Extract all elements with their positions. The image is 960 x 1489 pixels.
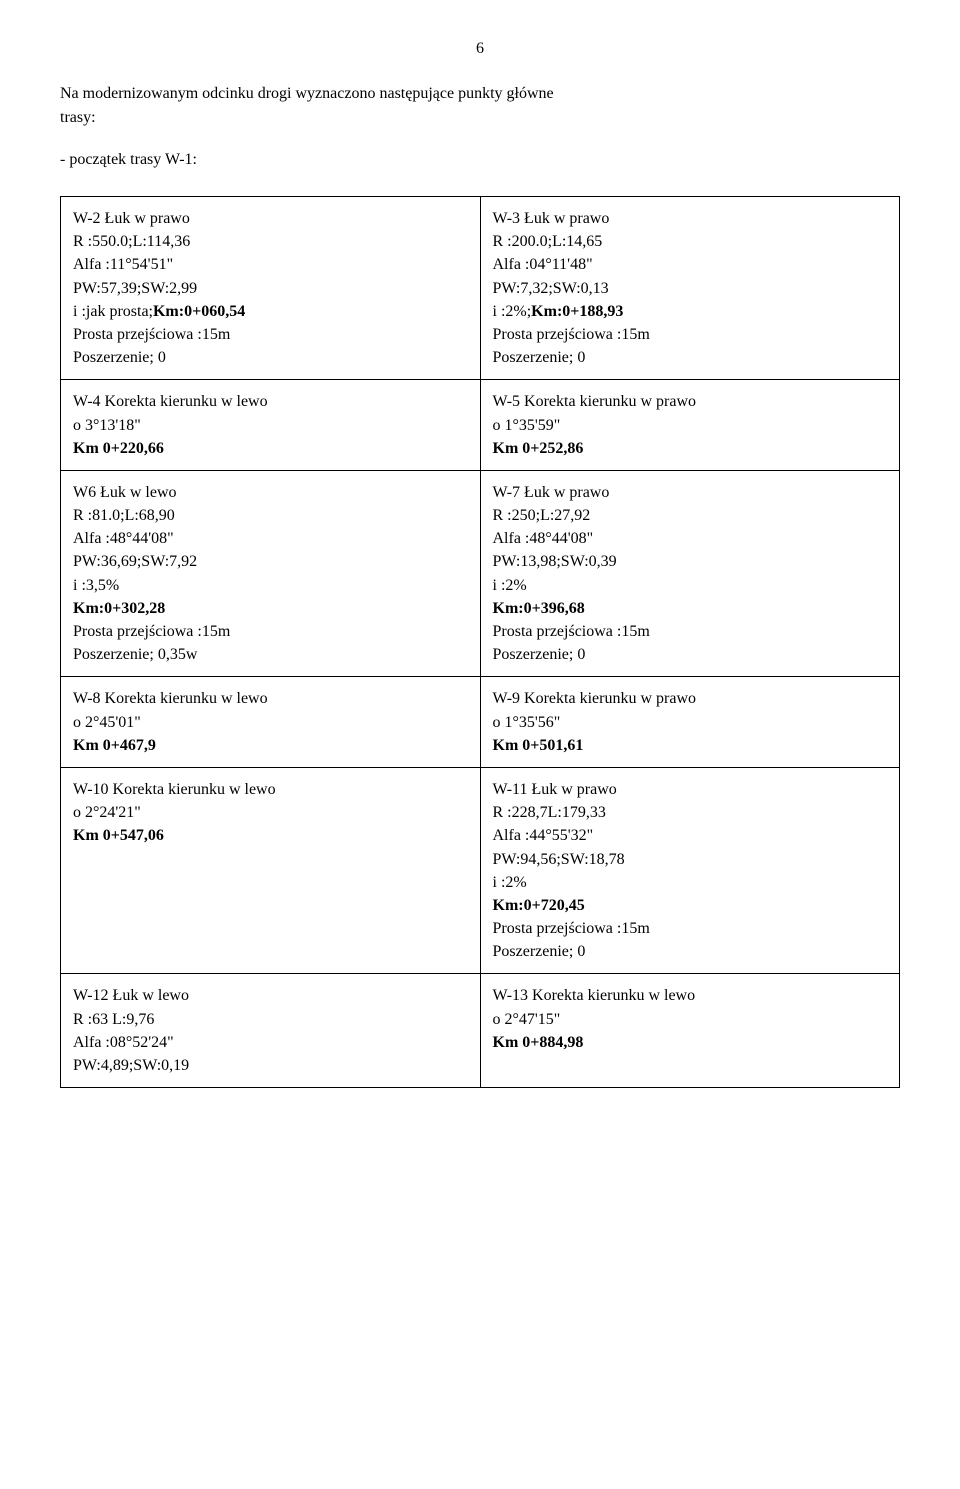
cell-line: R :550.0;L:114,36 [73,230,468,253]
span-bold: Km:0+060,54 [153,303,245,320]
cell-w2: W-2 Łuk w prawo R :550.0;L:114,36 Alfa :… [61,197,481,380]
cell-line: Prosta przejściowa :15m [493,917,888,940]
cell-line: Prosta przejściowa :15m [73,620,468,643]
cell-line-bold: Km 0+467,9 [73,734,468,757]
cell-line: Alfa :44°55'32" [493,824,888,847]
cell-w11: W-11 Łuk w prawo R :228,7L:179,33 Alfa :… [480,767,900,974]
cell-line: Alfa :08°52'24" [73,1031,468,1054]
cell-title: W-8 Korekta kierunku w lewo [73,687,468,710]
cell-line: o 1°35'59" [493,414,888,437]
cell-title: W-7 Łuk w prawo [493,481,888,504]
points-table: W-2 Łuk w prawo R :550.0;L:114,36 Alfa :… [60,196,900,1088]
cell-title: W6 Łuk w lewo [73,481,468,504]
cell-line: R :200.0;L:14,65 [493,230,888,253]
cell-title: W-5 Korekta kierunku w prawo [493,390,888,413]
cell-line: Poszerzenie; 0 [493,643,888,666]
cell-line-bold: Km:0+302,28 [73,597,468,620]
cell-line-bold: Km 0+884,98 [493,1031,888,1054]
cell-w5: W-5 Korekta kierunku w prawo o 1°35'59" … [480,380,900,471]
cell-line: Poszerzenie; 0 [493,940,888,963]
cell-title: W-11 Łuk w prawo [493,778,888,801]
cell-line: Alfa :04°11'48" [493,253,888,276]
cell-line-bold: Km:0+720,45 [493,894,888,917]
cell-line-bold: Km 0+252,86 [493,437,888,460]
cell-line: o 2°24'21" [73,801,468,824]
cell-line: Alfa :48°44'08" [493,527,888,550]
cell-line: PW:36,69;SW:7,92 [73,550,468,573]
cell-line: R :81.0;L:68,90 [73,504,468,527]
cell-w13: W-13 Korekta kierunku w lewo o 2°47'15" … [480,974,900,1088]
cell-line: i :2% [493,574,888,597]
cell-line: o 2°47'15" [493,1008,888,1031]
cell-w8: W-8 Korekta kierunku w lewo o 2°45'01" K… [61,677,481,768]
cell-line-bold: Km 0+220,66 [73,437,468,460]
cell-w7: W-7 Łuk w prawo R :250;L:27,92 Alfa :48°… [480,470,900,677]
cell-line: i :jak prosta;Km:0+060,54 [73,300,468,323]
cell-w10: W-10 Korekta kierunku w lewo o 2°24'21" … [61,767,481,974]
cell-line: PW:7,32;SW:0,13 [493,277,888,300]
cell-line: i :3,5% [73,574,468,597]
cell-line: i :2%;Km:0+188,93 [493,300,888,323]
cell-w4: W-4 Korekta kierunku w lewo o 3°13'18" K… [61,380,481,471]
cell-line: R :228,7L:179,33 [493,801,888,824]
span: i :jak prosta; [73,303,153,320]
cell-title: W-2 Łuk w prawo [73,207,468,230]
span-bold: Km:0+188,93 [531,303,623,320]
cell-line: Alfa :11°54'51" [73,253,468,276]
page-number: 6 [60,40,900,58]
span: i :2%; [493,303,532,320]
cell-w3: W-3 Łuk w prawo R :200.0;L:14,65 Alfa :0… [480,197,900,380]
cell-line: PW:94,56;SW:18,78 [493,848,888,871]
cell-line-bold: Km 0+547,06 [73,824,468,847]
cell-title: W-3 Łuk w prawo [493,207,888,230]
cell-line: Poszerzenie; 0 [73,346,468,369]
cell-line: o 1°35'56" [493,711,888,734]
cell-w6: W6 Łuk w lewo R :81.0;L:68,90 Alfa :48°4… [61,470,481,677]
cell-line: Prosta przejściowa :15m [493,323,888,346]
cell-title: W-13 Korekta kierunku w lewo [493,984,888,1007]
cell-title: W-9 Korekta kierunku w prawo [493,687,888,710]
cell-line: PW:57,39;SW:2,99 [73,277,468,300]
intro-line: Na modernizowanym odcinku drogi wyznaczo… [60,82,900,106]
cell-line: Poszerzenie; 0 [493,346,888,369]
cell-line: o 2°45'01" [73,711,468,734]
cell-line: R :250;L:27,92 [493,504,888,527]
cell-line: o 3°13'18" [73,414,468,437]
cell-w12: W-12 Łuk w lewo R :63 L:9,76 Alfa :08°52… [61,974,481,1088]
cell-title: W-12 Łuk w lewo [73,984,468,1007]
cell-title: W-4 Korekta kierunku w lewo [73,390,468,413]
intro-line: - początek trasy W-1: [60,148,900,172]
cell-line: Alfa :48°44'08" [73,527,468,550]
cell-line: Prosta przejściowa :15m [73,323,468,346]
cell-line: PW:13,98;SW:0,39 [493,550,888,573]
cell-line: i :2% [493,871,888,894]
cell-w9: W-9 Korekta kierunku w prawo o 1°35'56" … [480,677,900,768]
intro-line: trasy: [60,106,900,130]
cell-line-bold: Km:0+396,68 [493,597,888,620]
cell-line: R :63 L:9,76 [73,1008,468,1031]
cell-line-bold: Km 0+501,61 [493,734,888,757]
intro-block: Na modernizowanym odcinku drogi wyznaczo… [60,82,900,172]
cell-title: W-10 Korekta kierunku w lewo [73,778,468,801]
cell-line: Prosta przejściowa :15m [493,620,888,643]
cell-line: PW:4,89;SW:0,19 [73,1054,468,1077]
cell-line: Poszerzenie; 0,35w [73,643,468,666]
